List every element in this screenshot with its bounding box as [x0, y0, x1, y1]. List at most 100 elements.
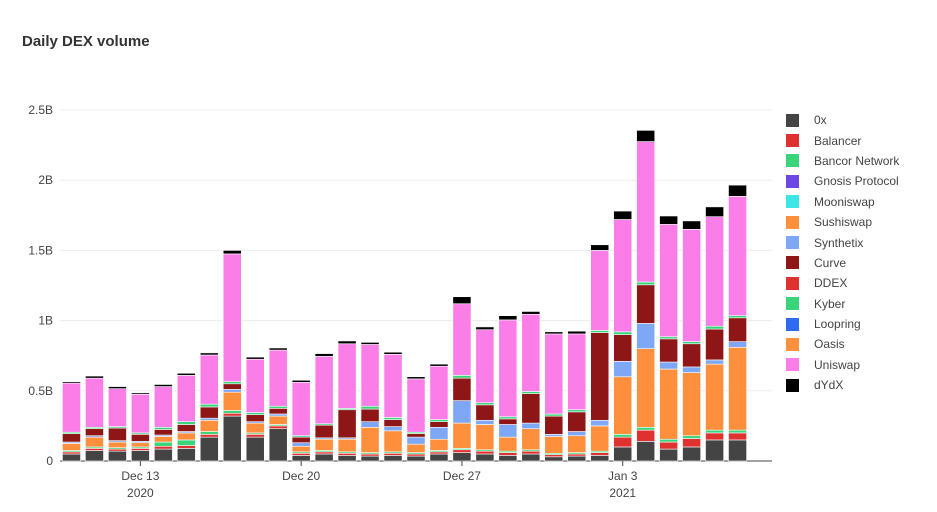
bar-segment-uniswap[interactable]: [498, 319, 518, 418]
bar-segment-uniswap[interactable]: [590, 250, 610, 331]
bar-segment-synthetix[interactable]: [475, 419, 495, 425]
bar-segment-sushiswap[interactable]: [659, 368, 679, 440]
bar-segment-uniswap[interactable]: [291, 382, 311, 437]
bar-segment-synthetix[interactable]: [498, 424, 518, 438]
bar-segment-kyber[interactable]: [521, 391, 541, 394]
bar-segment-balancer[interactable]: [337, 452, 357, 456]
bar-segment-curve[interactable]: [268, 408, 288, 415]
bar-segment-kyber[interactable]: [682, 341, 701, 345]
bar-segment-synthetix[interactable]: [360, 421, 380, 428]
bar-segment-synthetix[interactable]: [199, 417, 219, 421]
bar-segment-0x[interactable]: [452, 452, 472, 462]
bar-segment-dydx[interactable]: [498, 315, 518, 321]
bar-segment-balancer[interactable]: [131, 448, 150, 451]
bar-segment-0x[interactable]: [360, 455, 380, 462]
bar-segment-curve[interactable]: [705, 328, 724, 361]
bar-segment-uniswap[interactable]: [728, 196, 747, 316]
bar-segment-dydx[interactable]: [222, 250, 242, 255]
bar-segment-uniswap[interactable]: [567, 333, 587, 411]
bar-segment-sushiswap[interactable]: [521, 428, 541, 451]
bar-segment-sushiswap[interactable]: [728, 346, 747, 431]
bar-segment-balancer[interactable]: [360, 453, 380, 457]
bar-segment-uniswap[interactable]: [153, 386, 173, 428]
bar-segment-kyber[interactable]: [498, 416, 518, 420]
bar-segment-curve[interactable]: [85, 428, 104, 437]
bar-segment-sushiswap[interactable]: [222, 391, 242, 411]
bar-segment-0x[interactable]: [728, 439, 747, 462]
bar-segment-dydx[interactable]: [452, 296, 472, 305]
bar-segment-bancor-network[interactable]: [728, 429, 747, 434]
bar-segment-sushiswap[interactable]: [452, 422, 472, 449]
bar-segment-curve[interactable]: [153, 429, 173, 436]
bar-segment-kyber[interactable]: [590, 330, 610, 333]
bar-segment-balancer[interactable]: [222, 412, 242, 417]
bar-segment-kyber[interactable]: [452, 375, 472, 379]
bar-segment-kyber[interactable]: [176, 421, 196, 425]
bar-segment-curve[interactable]: [245, 414, 265, 422]
bar-segment-curve[interactable]: [314, 424, 334, 439]
bar-segment-sushiswap[interactable]: [475, 424, 495, 451]
bar-segment-0x[interactable]: [521, 453, 541, 462]
bar-segment-balancer[interactable]: [705, 432, 724, 441]
bar-segment-synthetix[interactable]: [636, 323, 656, 349]
bar-segment-0x[interactable]: [682, 446, 701, 462]
bar-segment-sushiswap[interactable]: [360, 426, 380, 453]
legend-item-dydx[interactable]: dYdX: [786, 375, 931, 395]
bar-segment-kyber[interactable]: [705, 325, 724, 330]
bar-segment-dydx[interactable]: [475, 326, 495, 331]
bar-segment-0x[interactable]: [108, 450, 127, 462]
legend-item-kyber[interactable]: Kyber: [786, 294, 931, 314]
bar-segment-dydx[interactable]: [521, 311, 541, 315]
bar-segment-0x[interactable]: [590, 455, 610, 462]
bar-segment-bancor-network[interactable]: [222, 410, 242, 414]
bar-segment-curve[interactable]: [131, 434, 150, 442]
bar-segment-sushiswap[interactable]: [85, 436, 104, 448]
bar-segment-balancer[interactable]: [153, 445, 173, 450]
legend-item-loopring[interactable]: Loopring: [786, 314, 931, 334]
bar-segment-kyber[interactable]: [636, 281, 656, 286]
bar-segment-sushiswap[interactable]: [108, 441, 127, 448]
bar-segment-curve[interactable]: [429, 421, 449, 428]
bar-segment-sushiswap[interactable]: [406, 443, 426, 453]
bar-segment-bancor-network[interactable]: [659, 438, 679, 443]
bar-segment-uniswap[interactable]: [452, 303, 472, 376]
bar-segment-synthetix[interactable]: [682, 366, 701, 373]
bar-segment-0x[interactable]: [245, 436, 265, 462]
bar-segment-kyber[interactable]: [153, 426, 173, 430]
bar-segment-balancer[interactable]: [383, 452, 403, 456]
bar-segment-dydx[interactable]: [613, 210, 633, 220]
bar-segment-sushiswap[interactable]: [567, 435, 587, 453]
bar-segment-bancor-network[interactable]: [199, 431, 219, 435]
bar-segment-balancer[interactable]: [291, 452, 311, 456]
bar-segment-0x[interactable]: [291, 455, 311, 462]
bar-segment-sushiswap[interactable]: [682, 372, 701, 437]
bar-segment-uniswap[interactable]: [659, 224, 679, 338]
bar-segment-sushiswap[interactable]: [383, 430, 403, 453]
bar-segment-dydx[interactable]: [245, 356, 265, 360]
legend-item-bancor-network[interactable]: Bancor Network: [786, 151, 931, 171]
legend-item-oasis[interactable]: Oasis: [786, 334, 931, 354]
bar-segment-uniswap[interactable]: [199, 354, 219, 405]
bar-segment-synthetix[interactable]: [222, 389, 242, 393]
bar-segment-curve[interactable]: [728, 317, 747, 342]
bar-segment-curve[interactable]: [176, 424, 196, 432]
bar-segment-sushiswap[interactable]: [544, 436, 564, 454]
bar-segment-0x[interactable]: [62, 453, 81, 462]
bar-segment-dydx[interactable]: [337, 340, 357, 345]
bar-segment-bancor-network[interactable]: [705, 429, 724, 434]
bar-segment-sushiswap[interactable]: [337, 438, 357, 453]
bar-segment-0x[interactable]: [636, 441, 656, 462]
bar-segment-curve[interactable]: [636, 284, 656, 324]
bar-segment-dydx[interactable]: [383, 351, 403, 355]
legend-item-curve[interactable]: Curve: [786, 253, 931, 273]
bar-segment-curve[interactable]: [544, 415, 564, 435]
bar-segment-curve[interactable]: [521, 393, 541, 424]
bar-segment-uniswap[interactable]: [108, 388, 127, 427]
bar-segment-curve[interactable]: [659, 338, 679, 363]
bar-segment-curve[interactable]: [406, 433, 426, 438]
bar-segment-balancer[interactable]: [85, 448, 104, 451]
bar-segment-sushiswap[interactable]: [153, 436, 173, 443]
bar-segment-dydx[interactable]: [268, 347, 288, 351]
bar-segment-curve[interactable]: [475, 404, 495, 421]
bar-segment-uniswap[interactable]: [406, 378, 426, 433]
